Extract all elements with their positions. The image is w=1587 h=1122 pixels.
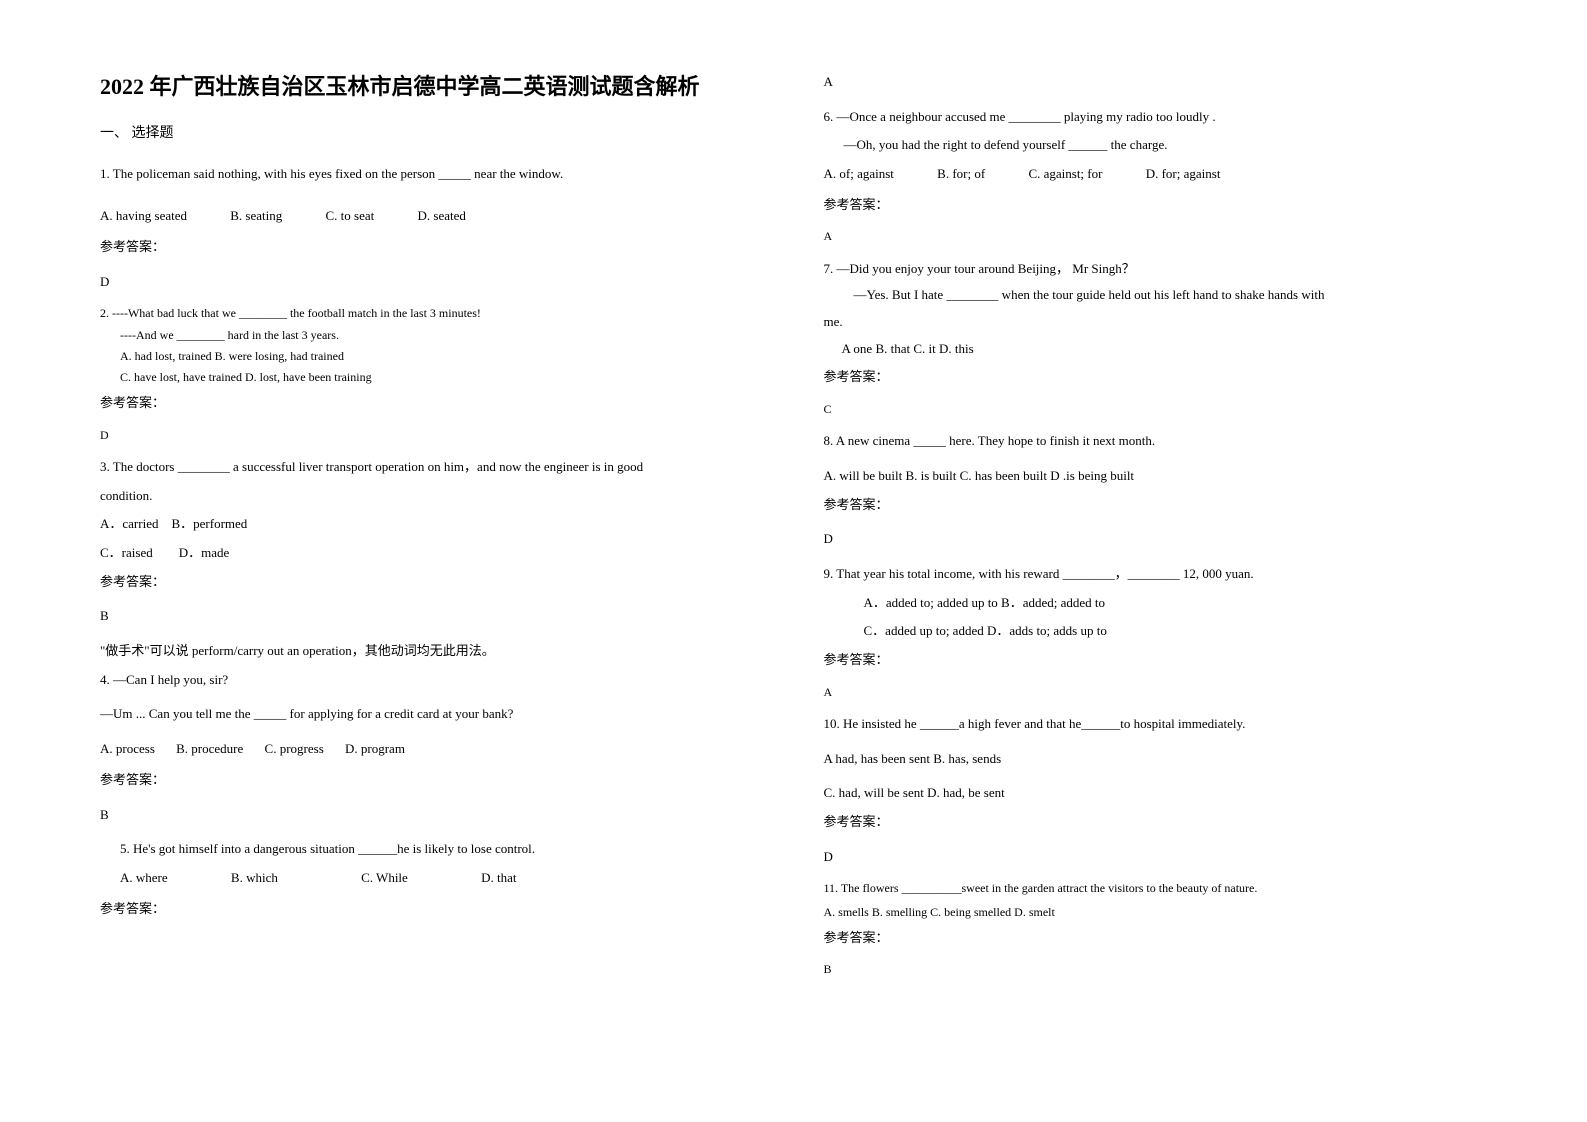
q7-line2: —Yes. But I hate ________ when the tour … bbox=[824, 283, 1508, 308]
q5-answer-label: 参考答案： bbox=[100, 897, 774, 922]
q3-opts-cd: C．raised D．made bbox=[100, 541, 774, 566]
q7-line1: 7. —Did you enjoy your tour around Beiji… bbox=[824, 257, 1508, 282]
q5-opt-a: A. where bbox=[120, 866, 168, 891]
q3-opt-d: D．made bbox=[179, 545, 230, 560]
q3-opt-a: A．carried bbox=[100, 516, 158, 531]
q6-opt-c: C. against; for bbox=[1028, 162, 1102, 187]
q6-answer-label: 参考答案： bbox=[824, 193, 1508, 218]
q4-options: A. process B. procedure C. progress D. p… bbox=[100, 737, 774, 762]
q8-answer: D bbox=[824, 527, 1508, 552]
q3-line1: 3. The doctors ________ a successful liv… bbox=[100, 455, 774, 480]
q2-line3: A. had lost, trained B. were losing, had… bbox=[100, 347, 774, 366]
left-column: 2022 年广西壮族自治区玉林市启德中学高二英语测试题含解析 一、 选择题 1.… bbox=[100, 70, 814, 1072]
q1-opt-a: A. having seated bbox=[100, 204, 187, 229]
q7-answer-label: 参考答案： bbox=[824, 365, 1508, 390]
q3-opts-ab: A．carried B．performed bbox=[100, 512, 774, 537]
q1-opt-c: C. to seat bbox=[326, 204, 375, 229]
q8-opts: A. will be built B. is built C. has been… bbox=[824, 464, 1508, 489]
q4-opt-d: D. program bbox=[345, 737, 405, 762]
q4-opt-b: B. procedure bbox=[176, 737, 243, 762]
q11-line1: 11. The flowers __________sweet in the g… bbox=[824, 879, 1508, 898]
q3-opt-c: C．raised bbox=[100, 545, 153, 560]
q9-line1: 9. That year his total income, with his … bbox=[824, 562, 1508, 587]
q10-answer: D bbox=[824, 845, 1508, 870]
q5-line1: 5. He's got himself into a dangerous sit… bbox=[100, 837, 774, 862]
q11-line2: A. smells B. smelling C. being smelled D… bbox=[824, 903, 1508, 922]
q9-line2: A．added to; added up to B．added; added t… bbox=[824, 591, 1508, 616]
q6-opt-b: B. for; of bbox=[937, 162, 985, 187]
q4-opt-a: A. process bbox=[100, 737, 155, 762]
q2-line1: 2. ----What bad luck that we ________ th… bbox=[100, 304, 774, 323]
page: 2022 年广西壮族自治区玉林市启德中学高二英语测试题含解析 一、 选择题 1.… bbox=[0, 0, 1587, 1122]
q5-opt-d: D. that bbox=[481, 866, 516, 891]
q1-answer-label: 参考答案： bbox=[100, 235, 774, 260]
q6-line1: 6. —Once a neighbour accused me ________… bbox=[824, 105, 1508, 130]
q3-line2: condition. bbox=[100, 484, 774, 509]
q8-answer-label: 参考答案： bbox=[824, 493, 1508, 518]
q7-opts: A one B. that C. it D. this bbox=[824, 337, 1508, 362]
q6-opt-d: D. for; against bbox=[1146, 162, 1221, 187]
q4-line1: 4. —Can I help you, sir? bbox=[100, 668, 774, 693]
q4-opt-c: C. progress bbox=[265, 737, 324, 762]
q2-answer-label: 参考答案： bbox=[100, 391, 774, 416]
q2-line4: C. have lost, have trained D. lost, have… bbox=[100, 368, 774, 387]
q2-answer: D bbox=[100, 426, 774, 445]
q6-answer: A bbox=[824, 227, 1508, 246]
q10-line1: 10. He insisted he ______a high fever an… bbox=[824, 712, 1508, 737]
q1-answer: D bbox=[100, 270, 774, 295]
q3-note: "做手术"可以说 perform/carry out an operation，… bbox=[100, 639, 774, 664]
q6-line2: —Oh, you had the right to defend yoursel… bbox=[824, 133, 1508, 158]
q1-opt-b: B. seating bbox=[230, 204, 282, 229]
q5-answer: A bbox=[824, 70, 1508, 95]
q3-opt-b: B．performed bbox=[171, 516, 247, 531]
question-1-text: 1. The policeman said nothing, with his … bbox=[100, 162, 774, 187]
q5-options: A. where B. which C. While D. that bbox=[100, 866, 774, 891]
q9-line3: C．added up to; added D．adds to; adds up … bbox=[824, 619, 1508, 644]
q8-line1: 8. A new cinema _____ here. They hope to… bbox=[824, 429, 1508, 454]
q5-opt-c: C. While bbox=[361, 866, 408, 891]
q5-opt-b: B. which bbox=[231, 866, 278, 891]
q10-answer-label: 参考答案： bbox=[824, 810, 1508, 835]
q1-opt-d: D. seated bbox=[418, 204, 466, 229]
q4-line2: —Um ... Can you tell me the _____ for ap… bbox=[100, 702, 774, 727]
q4-answer-label: 参考答案： bbox=[100, 768, 774, 793]
q6-options: A. of; against B. for; of C. against; fo… bbox=[824, 162, 1508, 187]
doc-title: 2022 年广西壮族自治区玉林市启德中学高二英语测试题含解析 bbox=[100, 70, 774, 103]
section-heading: 一、 选择题 bbox=[100, 121, 774, 148]
right-column: A 6. —Once a neighbour accused me ______… bbox=[814, 70, 1528, 1072]
question-1-options: A. having seated B. seating C. to seat D… bbox=[100, 204, 774, 229]
q6-opt-a: A. of; against bbox=[824, 162, 894, 187]
q11-answer-label: 参考答案： bbox=[824, 926, 1508, 951]
q7-line3: me. bbox=[824, 310, 1508, 335]
q7-answer: C bbox=[824, 400, 1508, 419]
q9-answer-label: 参考答案： bbox=[824, 648, 1508, 673]
q10-line3: C. had, will be sent D. had, be sent bbox=[824, 781, 1508, 806]
q10-line2: A had, has been sent B. has, sends bbox=[824, 747, 1508, 772]
q4-answer: B bbox=[100, 803, 774, 828]
q9-answer: A bbox=[824, 683, 1508, 702]
q2-line2: ----And we ________ hard in the last 3 y… bbox=[100, 326, 774, 345]
q11-answer: B bbox=[824, 960, 1508, 979]
q3-answer-label: 参考答案： bbox=[100, 570, 774, 595]
q3-answer: B bbox=[100, 604, 774, 629]
